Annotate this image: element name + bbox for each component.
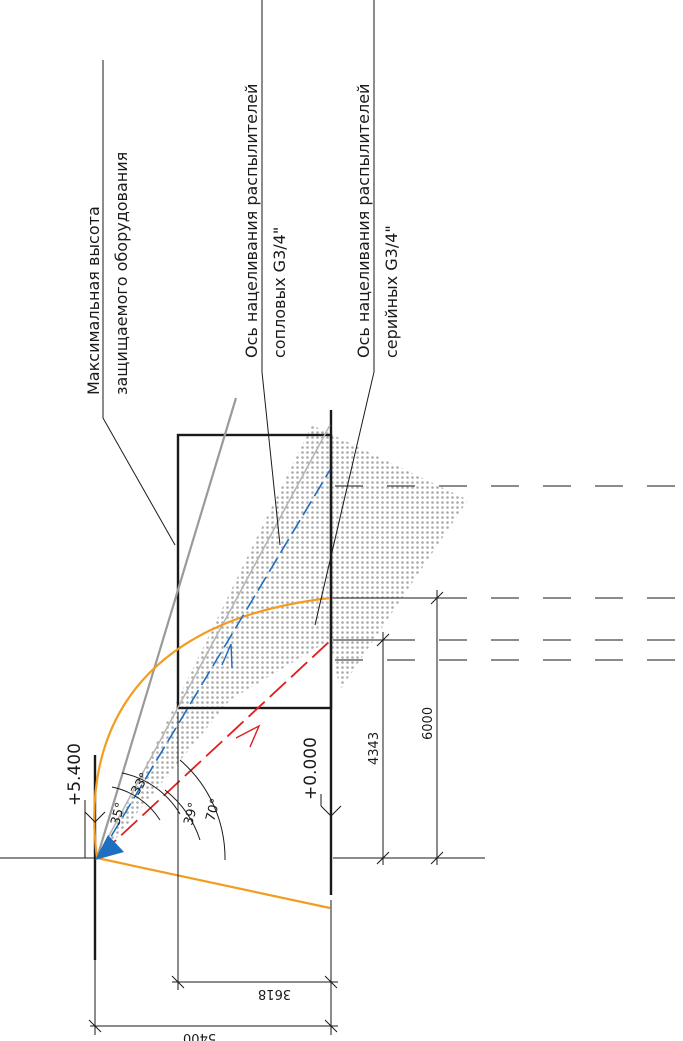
serial-axis-label-2: серийных G3/4" [382, 225, 401, 358]
serial-aiming-axis [99, 639, 332, 856]
sopl-axis-label-1: Ось нацеливания распылителей [242, 84, 261, 358]
serial-axis-arrow [235, 724, 261, 748]
angle-arc-3 [164, 789, 201, 841]
equipment-box [176, 433, 333, 710]
max-height-label-1: Максимальная высота [84, 206, 103, 395]
level-bottom-label: +0.000 [301, 737, 321, 800]
spray-zone [100, 425, 468, 858]
serial-axis-label-1: Ось нацеливания распылителей [354, 84, 373, 358]
angle-arc-1 [111, 786, 161, 821]
orange-coverage-line [96, 856, 331, 910]
level-mark-top [84, 800, 106, 858]
leader-serial-axis [314, 0, 375, 626]
sopl-axis-label-2: сопловых G3/4" [270, 227, 289, 358]
dim-4343-label: 4343 [367, 732, 382, 765]
spray-lower-boundary [96, 424, 331, 859]
sprinkler-head-icon [95, 835, 124, 860]
sopl-aiming-axis [99, 469, 331, 856]
tick [430, 591, 444, 605]
tick [324, 975, 338, 989]
tick [430, 851, 444, 865]
spray-boundary-line [95, 397, 238, 859]
angle-arc-4 [179, 759, 226, 861]
tick [324, 1019, 338, 1033]
level-top-label: +5.400 [65, 743, 85, 806]
tick [376, 851, 390, 865]
tick [88, 1019, 102, 1033]
leader-max-height [102, 60, 176, 546]
level-mark-bottom [320, 794, 342, 817]
angle-arc-2 [121, 772, 181, 815]
dim-3618-label: 3618 [258, 986, 291, 1001]
sopl-axis-arrow [221, 643, 233, 669]
orange-coverage-arc [93, 596, 331, 859]
tick [171, 975, 185, 989]
angle-label-3: 39° [181, 801, 201, 827]
angle-label-4: 70° [203, 797, 223, 823]
dim-5400-label: 5400 [183, 1030, 216, 1041]
leader-sopl-axis [261, 0, 281, 546]
angle-label-1: 35° [108, 801, 128, 827]
tick [376, 633, 390, 647]
dim-6000-label: 6000 [421, 707, 436, 740]
max-height-label-2: защищаемого оборудования [112, 152, 131, 395]
